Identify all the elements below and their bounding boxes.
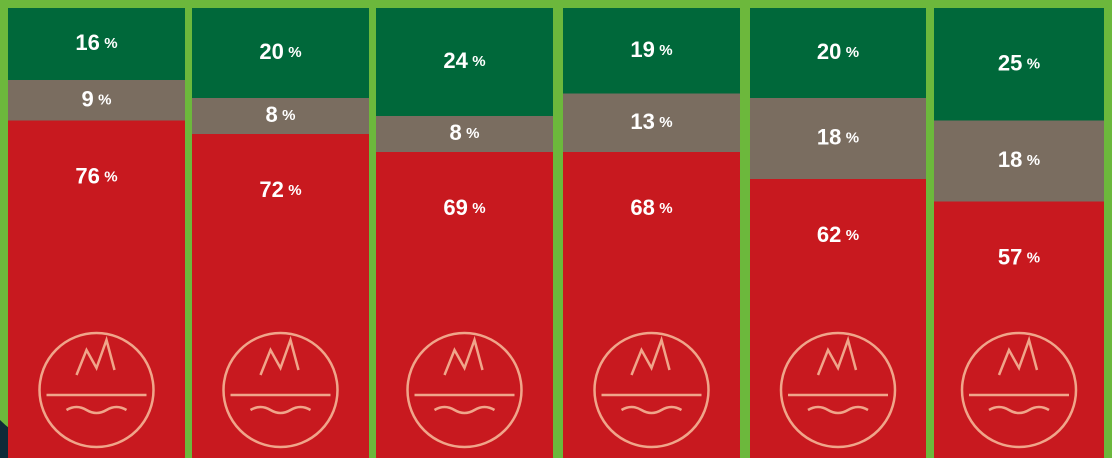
value-number: 20 xyxy=(817,39,841,64)
icon-detail xyxy=(807,335,869,415)
bar-segment xyxy=(563,93,740,152)
value-number: 62 xyxy=(817,222,841,247)
value-label: 16 % xyxy=(75,30,117,55)
value-number: 72 xyxy=(259,177,283,202)
column xyxy=(750,8,926,458)
value-unit: % xyxy=(288,44,301,61)
value-unit: % xyxy=(1027,55,1040,72)
icon-circle xyxy=(406,331,523,449)
value-unit: % xyxy=(472,53,485,70)
bar-segment xyxy=(750,8,926,98)
bar-segment xyxy=(750,98,926,179)
bar-segment xyxy=(934,201,1104,458)
value-unit: % xyxy=(659,42,672,59)
value-unit: % xyxy=(1027,152,1040,169)
bar-segment xyxy=(8,80,185,121)
bar-segment xyxy=(934,120,1104,202)
value-unit: % xyxy=(282,107,295,124)
value-unit: % xyxy=(1027,249,1040,266)
icon-circle xyxy=(593,331,710,449)
value-number: 8 xyxy=(449,120,461,145)
value-number: 16 xyxy=(75,30,99,55)
value-number: 18 xyxy=(817,124,841,149)
value-label: 24 % xyxy=(443,48,485,73)
value-number: 19 xyxy=(630,37,654,62)
value-label: 18 % xyxy=(998,147,1040,172)
value-label: 68 % xyxy=(630,195,672,220)
segments xyxy=(934,8,1104,458)
bar-segment xyxy=(192,8,369,98)
bar-segment xyxy=(8,8,185,80)
value-number: 8 xyxy=(265,102,277,127)
icon-detail xyxy=(620,335,683,415)
icon-circle xyxy=(960,331,1078,449)
value-number: 18 xyxy=(998,147,1022,172)
bar-segment xyxy=(750,179,926,458)
value-number: 57 xyxy=(998,244,1022,269)
bar-segment xyxy=(563,152,740,458)
value-number: 76 xyxy=(75,163,99,188)
column xyxy=(934,8,1104,458)
bar-segment xyxy=(8,120,185,458)
value-label: 72 % xyxy=(259,177,301,202)
value-number: 24 xyxy=(443,48,468,73)
value-label: 57 % xyxy=(998,244,1040,269)
value-unit: % xyxy=(659,200,672,217)
value-unit: % xyxy=(104,168,117,185)
value-label: 19 % xyxy=(630,37,672,62)
value-number: 25 xyxy=(998,50,1022,75)
icon-detail xyxy=(249,335,312,415)
icon-circle xyxy=(779,331,897,449)
bar-segment xyxy=(376,116,553,152)
segments xyxy=(192,8,369,458)
value-unit: % xyxy=(98,91,111,108)
value-number: 13 xyxy=(630,109,654,134)
value-unit: % xyxy=(846,227,859,244)
column xyxy=(376,8,553,458)
column xyxy=(563,8,740,458)
value-number: 9 xyxy=(81,86,93,111)
column xyxy=(192,8,369,458)
bar-segment xyxy=(934,8,1104,121)
value-unit: % xyxy=(846,129,859,146)
value-label: 20 % xyxy=(817,39,859,64)
bar-segment xyxy=(376,8,553,116)
segments xyxy=(750,8,926,458)
value-label: 8 % xyxy=(265,102,295,127)
bar-segment xyxy=(563,8,740,94)
value-number: 20 xyxy=(259,39,283,64)
value-label: 18 % xyxy=(817,124,859,149)
value-unit: % xyxy=(472,200,485,217)
value-unit: % xyxy=(104,35,117,52)
value-label: 62 % xyxy=(817,222,859,247)
icon-circle xyxy=(38,331,155,449)
value-unit: % xyxy=(846,44,859,61)
value-unit: % xyxy=(288,182,301,199)
segments xyxy=(376,8,553,458)
value-label: 69 % xyxy=(443,195,485,220)
bar-segment xyxy=(192,134,369,458)
bar-segment xyxy=(376,152,553,458)
icon-detail xyxy=(65,335,128,415)
icon-detail xyxy=(433,335,496,415)
icon-detail xyxy=(988,335,1050,415)
value-label: 25 % xyxy=(998,50,1040,75)
value-label: 9 % xyxy=(81,86,111,111)
value-unit: % xyxy=(659,114,672,131)
value-label: 20 % xyxy=(259,39,301,64)
value-unit: % xyxy=(466,125,479,142)
icon-circle xyxy=(222,331,339,449)
value-label: 13 % xyxy=(630,109,672,134)
bar-segment xyxy=(192,98,369,134)
value-number: 68 xyxy=(630,195,654,220)
value-number: 69 xyxy=(443,195,467,220)
value-label: 76 % xyxy=(75,163,117,188)
column xyxy=(8,8,185,458)
value-label: 8 % xyxy=(449,120,479,145)
segments xyxy=(8,8,185,458)
segments xyxy=(563,8,740,458)
